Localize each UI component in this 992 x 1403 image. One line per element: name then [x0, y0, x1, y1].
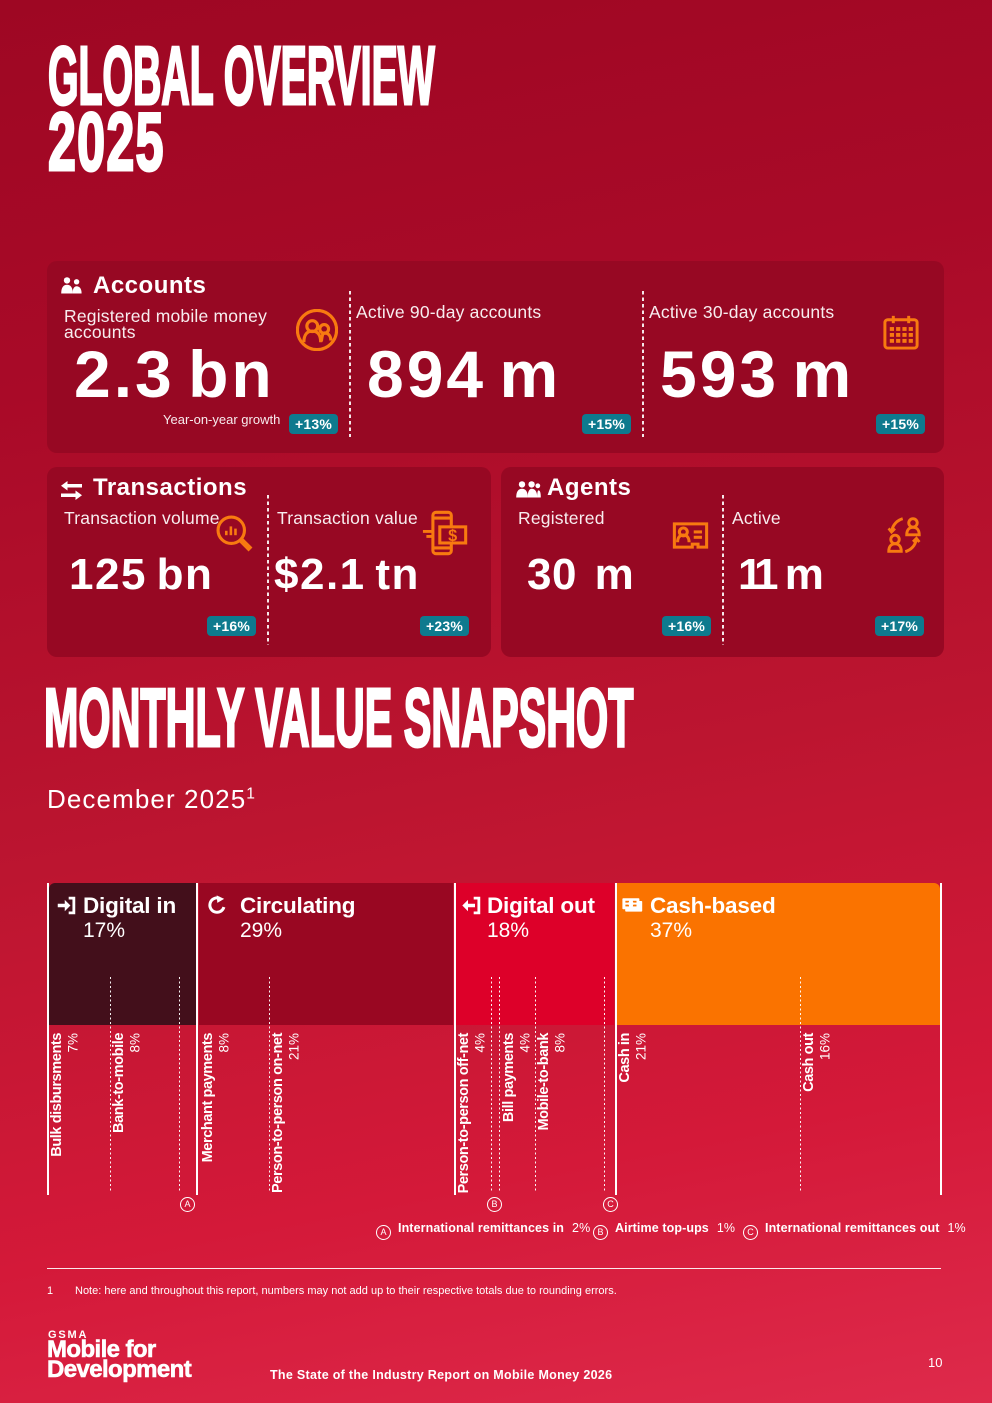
svg-text:$: $: [448, 527, 457, 545]
